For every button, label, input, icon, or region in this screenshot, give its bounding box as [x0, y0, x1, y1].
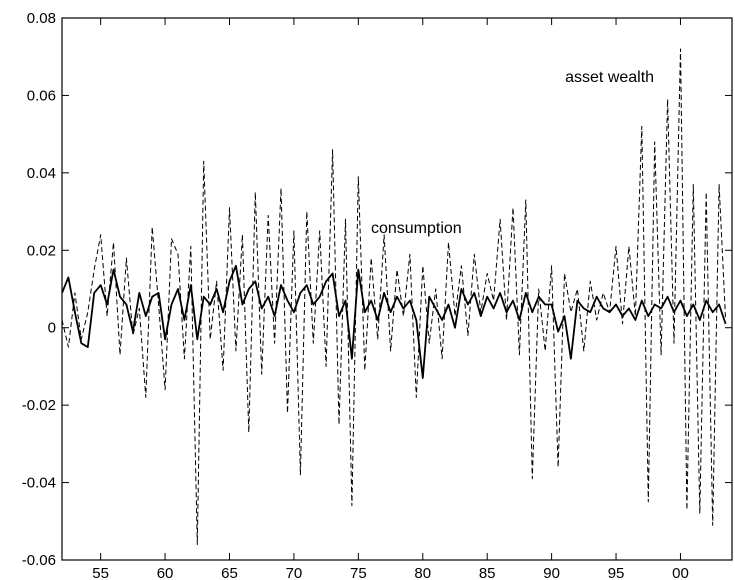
annotation-label: consumption — [371, 220, 462, 237]
solid-series-line — [61, 264, 727, 379]
x-tick-label: 70 — [286, 565, 303, 580]
annotations: asset wealth consumption — [371, 69, 654, 237]
x-tick-label: 60 — [157, 565, 174, 580]
y-tick-label: -0.06 — [22, 552, 56, 569]
x-tick-label: 90 — [543, 565, 560, 580]
x-tick-label: 80 — [414, 565, 431, 580]
x-tick-label: 00 — [672, 565, 689, 580]
series-layer — [61, 48, 727, 545]
y-tick-label: 0.08 — [27, 10, 56, 27]
x-tick-label: 75 — [350, 565, 367, 580]
x-axis: 55 60 65 70 75 80 85 90 95 00 — [92, 18, 689, 580]
x-tick-label: 95 — [608, 565, 625, 580]
x-tick-label: 85 — [479, 565, 496, 580]
x-tick-label: 65 — [221, 565, 238, 580]
y-tick-label: 0.02 — [27, 242, 56, 259]
dashed-series-line — [61, 48, 727, 545]
y-tick-label: -0.02 — [22, 397, 56, 414]
annotation-label: asset wealth — [565, 69, 654, 86]
plot-frame — [61, 17, 733, 561]
y-tick-label: 0.04 — [27, 165, 56, 182]
y-axis: 0.08 0.06 0.04 0.02 0 -0.02 -0.04 -0.06 — [22, 10, 732, 569]
y-tick-label: 0.06 — [27, 87, 56, 104]
y-tick-label: -0.04 — [22, 475, 56, 492]
y-tick-label: 0 — [48, 320, 56, 337]
x-tick-label: 55 — [92, 565, 109, 580]
